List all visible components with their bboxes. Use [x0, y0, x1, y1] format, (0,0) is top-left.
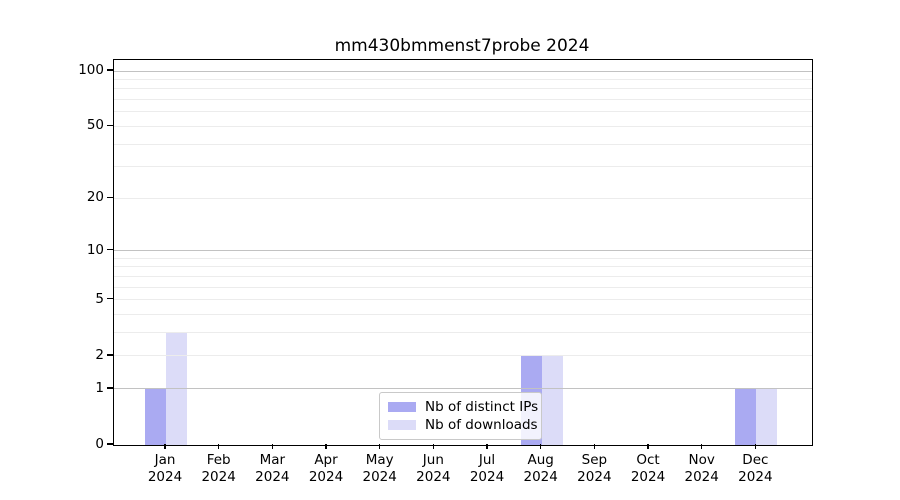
x-tick-year-label: 2024 [308, 469, 344, 485]
x-tick-label: Dec 2024 [720, 452, 790, 486]
legend: Nb of distinct IPs Nb of downloads [379, 392, 542, 440]
major-gridline [114, 70, 812, 72]
x-axis-tick [164, 444, 166, 449]
x-tick-label: Jun 2024 [398, 452, 468, 486]
minor-gridline [114, 257, 812, 259]
x-tick-year-label: 2024 [362, 469, 397, 485]
bar-downloads-aug [541, 355, 563, 445]
y-axis-tick [107, 298, 113, 300]
y-tick-label: 1 [95, 379, 104, 396]
y-tick-label: 0 [95, 436, 104, 452]
x-axis-tick [539, 444, 542, 449]
x-tick-label: Feb 2024 [184, 452, 254, 486]
y-axis-tick [107, 443, 113, 445]
major-gridline [114, 388, 812, 390]
x-tick-year-label: 2024 [630, 469, 666, 485]
legend-row-downloads: Nb of downloads [388, 416, 541, 434]
x-axis-tick [271, 444, 274, 449]
legend-label-distinct-ips: Nb of distinct IPs [425, 399, 539, 415]
y-tick-label: 20 [86, 189, 104, 206]
y-axis-tick [107, 387, 113, 389]
minor-gridline [114, 88, 812, 90]
x-axis-tick [325, 444, 327, 449]
minor-gridline [114, 143, 812, 145]
x-tick-year-label: 2024 [147, 469, 183, 485]
minor-gridline [114, 78, 812, 80]
x-tick-year-label: 2024 [201, 469, 236, 485]
minor-gridline [114, 111, 812, 113]
plot-area [113, 59, 813, 446]
x-tick-year-label: 2024 [416, 469, 451, 485]
y-axis-tick [107, 69, 113, 71]
x-axis-tick [754, 444, 757, 449]
minor-gridline [114, 355, 812, 357]
x-tick-label: Apr 2024 [291, 452, 361, 486]
minor-gridline [114, 299, 812, 301]
legend-swatch-downloads [388, 420, 416, 430]
x-axis-tick [432, 444, 435, 449]
x-axis-tick [593, 444, 596, 449]
minor-gridline [114, 286, 812, 288]
x-axis-tick [486, 444, 488, 449]
minor-gridline [114, 166, 812, 168]
x-axis-tick [647, 444, 649, 449]
x-tick-year-label: 2024 [738, 469, 773, 485]
y-tick-label: 50 [86, 117, 104, 134]
x-tick-year-label: 2024 [255, 469, 290, 485]
x-tick-label: May 2024 [345, 452, 415, 486]
x-tick-label: Oct 2024 [613, 452, 683, 486]
chart-title: mm430bmmenst7probe 2024 [334, 36, 590, 56]
x-tick-label: Jul 2024 [452, 452, 522, 486]
x-tick-year-label: 2024 [577, 469, 612, 485]
major-gridline [114, 250, 812, 252]
x-tick-label: Mar 2024 [237, 452, 307, 486]
x-axis-tick [701, 444, 703, 449]
minor-gridline [114, 197, 812, 199]
x-tick-year-label: 2024 [684, 469, 719, 485]
y-axis-tick [107, 354, 113, 356]
minor-gridline [114, 332, 812, 334]
y-axis-tick [107, 124, 113, 127]
y-tick-label: 2 [95, 346, 104, 363]
x-tick-label: Aug 2024 [506, 452, 576, 486]
legend-row-distinct-ips: Nb of distinct IPs [388, 398, 541, 416]
minor-gridline [114, 125, 812, 127]
legend-swatch-distinct-ips [388, 402, 416, 412]
minor-gridline [114, 266, 812, 268]
x-tick-label: Jan 2024 [130, 452, 200, 486]
y-tick-label: 5 [95, 290, 104, 307]
x-axis-tick [217, 444, 220, 449]
bar-distinct-ips-dec [735, 388, 757, 445]
y-axis-tick [107, 248, 113, 251]
bar-downloads-dec [756, 388, 778, 445]
x-tick-year-label: 2024 [469, 469, 505, 485]
x-axis-tick [378, 444, 381, 449]
y-axis-tick [107, 196, 113, 198]
y-tick-label: 100 [78, 62, 104, 78]
x-tick-label: Sep 2024 [559, 452, 629, 486]
minor-gridline [114, 314, 812, 316]
legend-label-downloads: Nb of downloads [425, 417, 538, 433]
minor-gridline [114, 99, 812, 101]
x-tick-year-label: 2024 [523, 469, 558, 485]
y-tick-label: 10 [86, 241, 104, 258]
x-tick-label: Nov 2024 [667, 452, 737, 486]
bar-distinct-ips-jan [145, 388, 166, 445]
minor-gridline [114, 275, 812, 277]
